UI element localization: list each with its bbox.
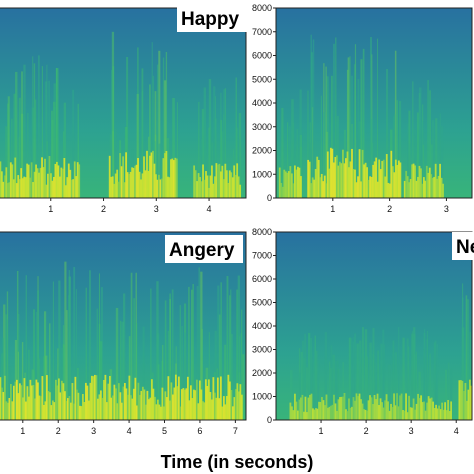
x-tick-label: 4 <box>207 204 212 214</box>
panel-frame <box>0 231 247 421</box>
x-tick-label: 3 <box>91 426 96 436</box>
x-tick-label: 6 <box>197 426 202 436</box>
panel-label: Angery <box>169 240 235 261</box>
x-tick-label: 5 <box>162 426 167 436</box>
x-axis-label: Time (in seconds) <box>161 452 314 472</box>
y-tick-label: 0 <box>267 415 272 425</box>
x-tick-label: 1 <box>20 426 25 436</box>
y-tick-label: 1000 <box>252 169 272 179</box>
spectrogram-image-4 <box>276 232 472 420</box>
panel-label: Ne <box>456 237 474 258</box>
x-tick-label: 1 <box>330 204 335 214</box>
y-tick-label: 0 <box>267 193 272 203</box>
panel-1: 1 2 3 4 Happy <box>0 2 247 214</box>
x-tick-label: 2 <box>387 204 392 214</box>
x-tick-label: 4 <box>454 426 459 436</box>
y-tick-label: 7000 <box>252 27 272 37</box>
panel-4: 1 2 3 4 0 1000 2000 3000 4000 5000 6000 7000 8000 Ne <box>252 227 474 436</box>
panel-3: 1 2 3 4 5 6 7 Angery <box>0 231 247 436</box>
y-tick-label: 8000 <box>252 3 272 13</box>
y-tick-label: 1000 <box>252 392 272 402</box>
spectrogram-image-3 <box>0 232 246 420</box>
x-tick-label: 7 <box>233 426 238 436</box>
x-tick-label: 3 <box>444 204 449 214</box>
panel-frame <box>0 7 247 199</box>
x-tick-label: 2 <box>56 426 61 436</box>
x-tick-label: 4 <box>127 426 132 436</box>
y-tick-label: 4000 <box>252 98 272 108</box>
y-tick-label: 2000 <box>252 146 272 156</box>
x-tick-label: 2 <box>101 204 106 214</box>
spectrogram-image-1 <box>0 8 246 198</box>
y-tick-label: 3000 <box>252 122 272 132</box>
panel-label-box <box>452 232 474 260</box>
panel-label-box <box>165 235 243 263</box>
y-tick-label: 6000 <box>252 274 272 284</box>
x-tick-label: 1 <box>319 426 324 436</box>
y-tick-label: 5000 <box>252 298 272 308</box>
y-tick-label: 3000 <box>252 345 272 355</box>
y-tick-label: 4000 <box>252 321 272 331</box>
y-tick-label: 2000 <box>252 368 272 378</box>
y-tick-label: 8000 <box>252 227 272 237</box>
x-tick-label: 3 <box>154 204 159 214</box>
panel-label-box <box>177 2 247 32</box>
x-tick-label: 1 <box>48 204 53 214</box>
x-tick-label: 2 <box>364 426 369 436</box>
panel-2: 1 2 3 0 1000 2000 3000 4000 5000 6000 7000 8000 <box>252 3 473 214</box>
spectrogram-image-2 <box>276 8 472 198</box>
y-tick-label: 7000 <box>252 251 272 261</box>
panel-label: Happy <box>181 9 240 30</box>
y-tick-label: 6000 <box>252 51 272 61</box>
x-tick-label: 3 <box>409 426 414 436</box>
y-tick-label: 5000 <box>252 74 272 84</box>
